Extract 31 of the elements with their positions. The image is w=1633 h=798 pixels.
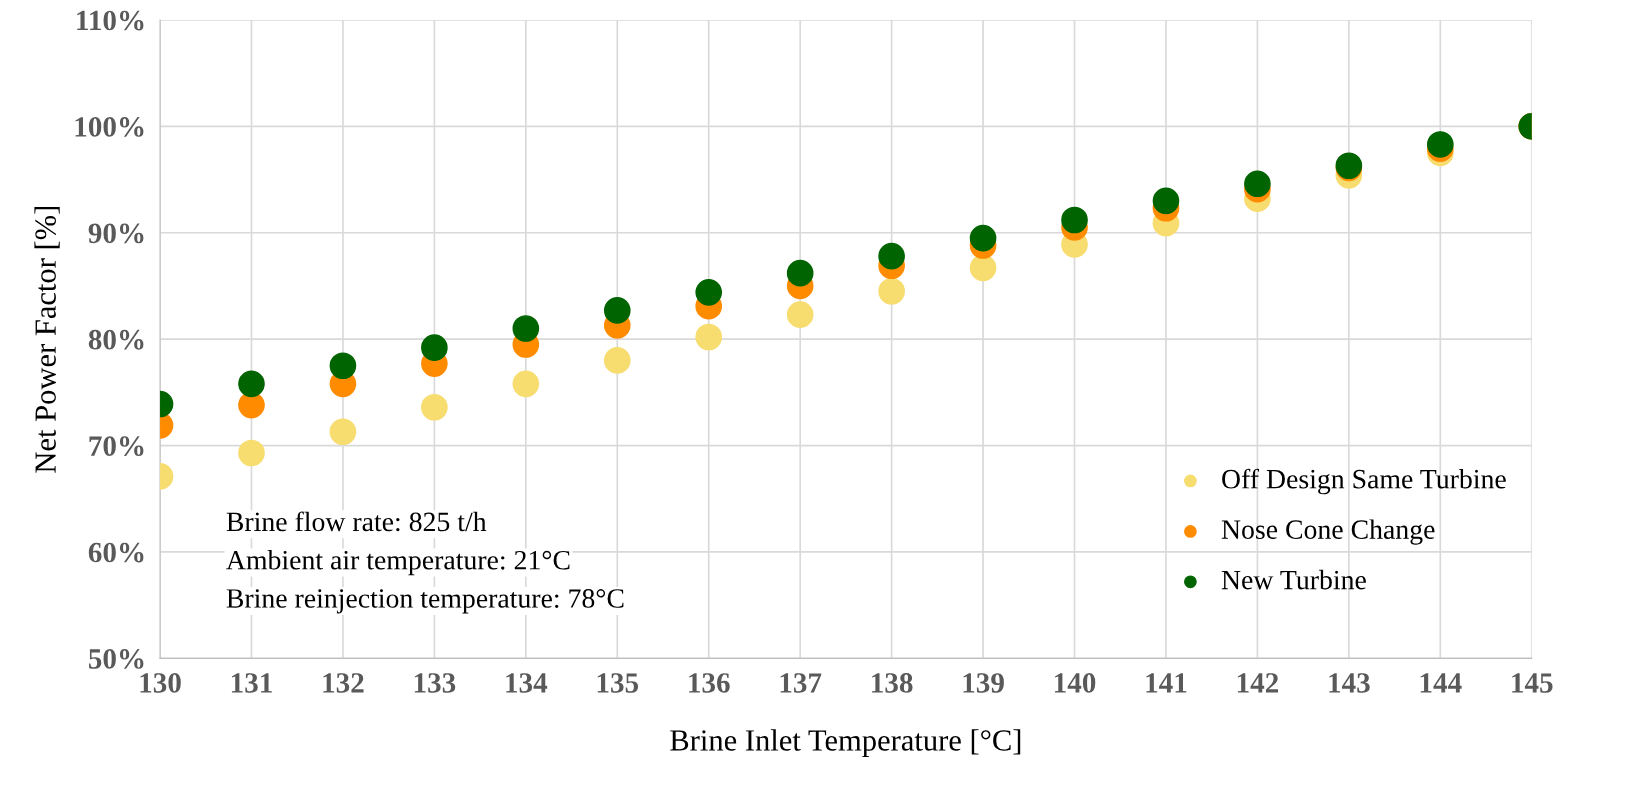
y-tick-label: 70% (89, 436, 144, 457)
legend-label: Nose Cone Change (1221, 519, 1435, 545)
y-tick-label: 80% (88, 329, 144, 350)
x-axis-title: Brine Inlet Temperature [°C] (670, 729, 1021, 757)
x-tick-label: 142 (1237, 673, 1279, 693)
y-tick-label: 60% (88, 542, 144, 563)
x-tick-label: 139 (963, 673, 1004, 693)
y-tick-label: 90% (88, 223, 144, 244)
legend-label: New Turbine (1221, 569, 1366, 590)
y-axis-title: Net Power Factor [%] (34, 206, 60, 473)
x-tick-label: 131 (231, 673, 272, 693)
annotation: Ambient air temperature: 21°C (226, 549, 570, 576)
x-tick-label: 134 (506, 673, 548, 693)
x-tick-label: 136 (689, 673, 730, 693)
y-tick-label: 110% (77, 10, 144, 31)
annotation: Brine flow rate: 825 t/h (226, 511, 487, 532)
x-tick-label: 140 (1054, 673, 1096, 693)
x-tick-label: 141 (1146, 673, 1187, 693)
x-tick-label: 144 (1420, 673, 1462, 693)
x-tick-label: 133 (414, 673, 456, 693)
x-tick-label: 137 (780, 673, 822, 693)
x-tick-label: 135 (597, 673, 639, 693)
x-tick-label: 130 (140, 673, 181, 693)
y-tick-label: 100% (75, 117, 144, 137)
y-tick-label: 50% (88, 649, 144, 669)
annotation: Brine reinjection temperature: 78°C (226, 589, 624, 614)
x-tick-label: 132 (323, 673, 364, 693)
x-tick-label: 145 (1512, 673, 1553, 693)
x-tick-label: 143 (1329, 673, 1370, 693)
x-tick-label: 138 (872, 673, 913, 693)
legend-label: Off Design Same Turbine (1222, 468, 1506, 495)
